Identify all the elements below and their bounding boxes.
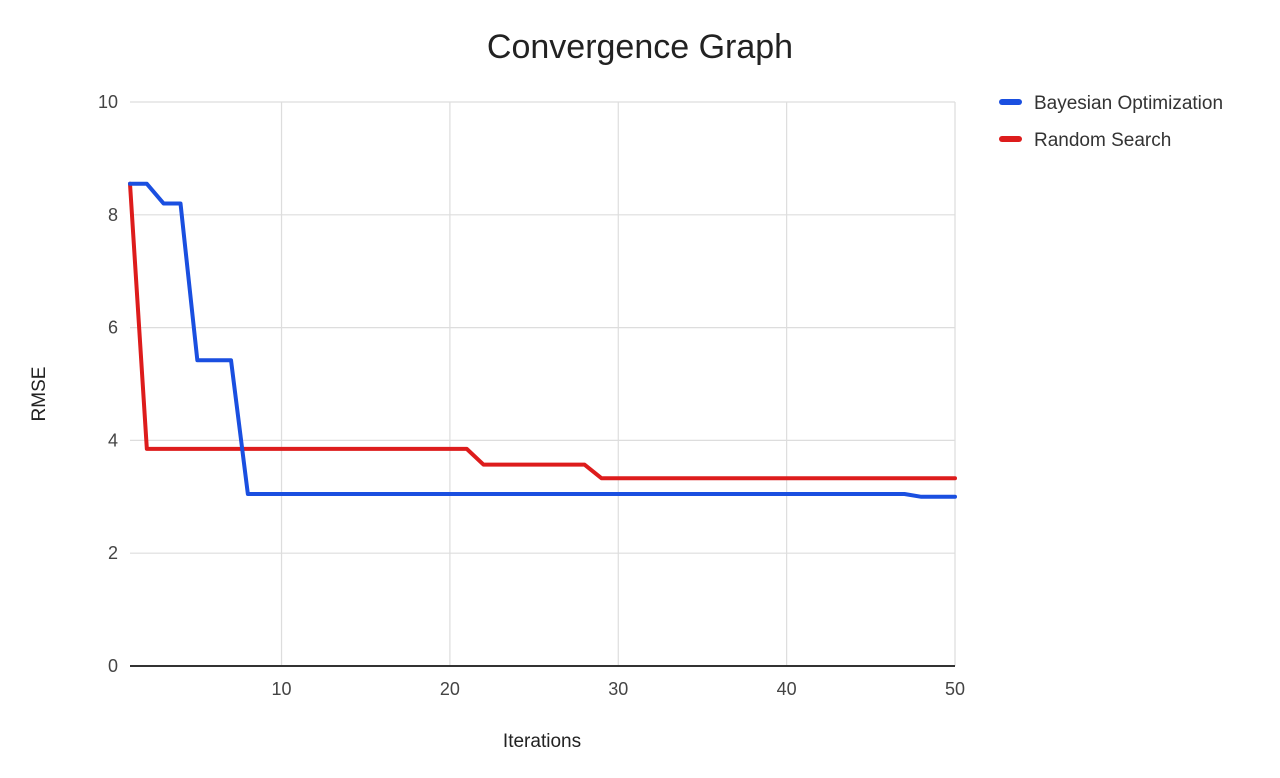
y-tick-label: 8 — [108, 205, 118, 225]
x-axis-title: Iterations — [503, 731, 581, 752]
x-tick-label: 20 — [440, 679, 460, 699]
x-axis-tick-labels: 10 20 30 40 50 — [272, 679, 966, 699]
y-tick-label: 2 — [108, 543, 118, 563]
x-tick-label: 50 — [945, 679, 965, 699]
legend-label: Random Search — [1034, 130, 1171, 151]
y-tick-label: 6 — [108, 318, 118, 338]
legend: Bayesian Optimization Random Search — [999, 93, 1223, 151]
y-axis-title: RMSE — [29, 367, 50, 422]
series-line-bayesian-optimization — [128, 181, 957, 499]
gridlines — [130, 101, 956, 666]
y-tick-label: 10 — [98, 92, 118, 112]
x-tick-label: 40 — [777, 679, 797, 699]
series-line-random-search — [128, 181, 957, 481]
x-tick-label: 30 — [608, 679, 628, 699]
y-tick-label: 0 — [108, 656, 118, 676]
y-tick-label: 4 — [108, 430, 118, 450]
x-tick-label: 10 — [272, 679, 292, 699]
legend-label: Bayesian Optimization — [1034, 93, 1223, 114]
series-lines — [128, 181, 957, 499]
chart-title: Convergence Graph — [487, 28, 793, 66]
y-axis-tick-labels: 0 2 4 6 8 10 — [98, 92, 118, 676]
